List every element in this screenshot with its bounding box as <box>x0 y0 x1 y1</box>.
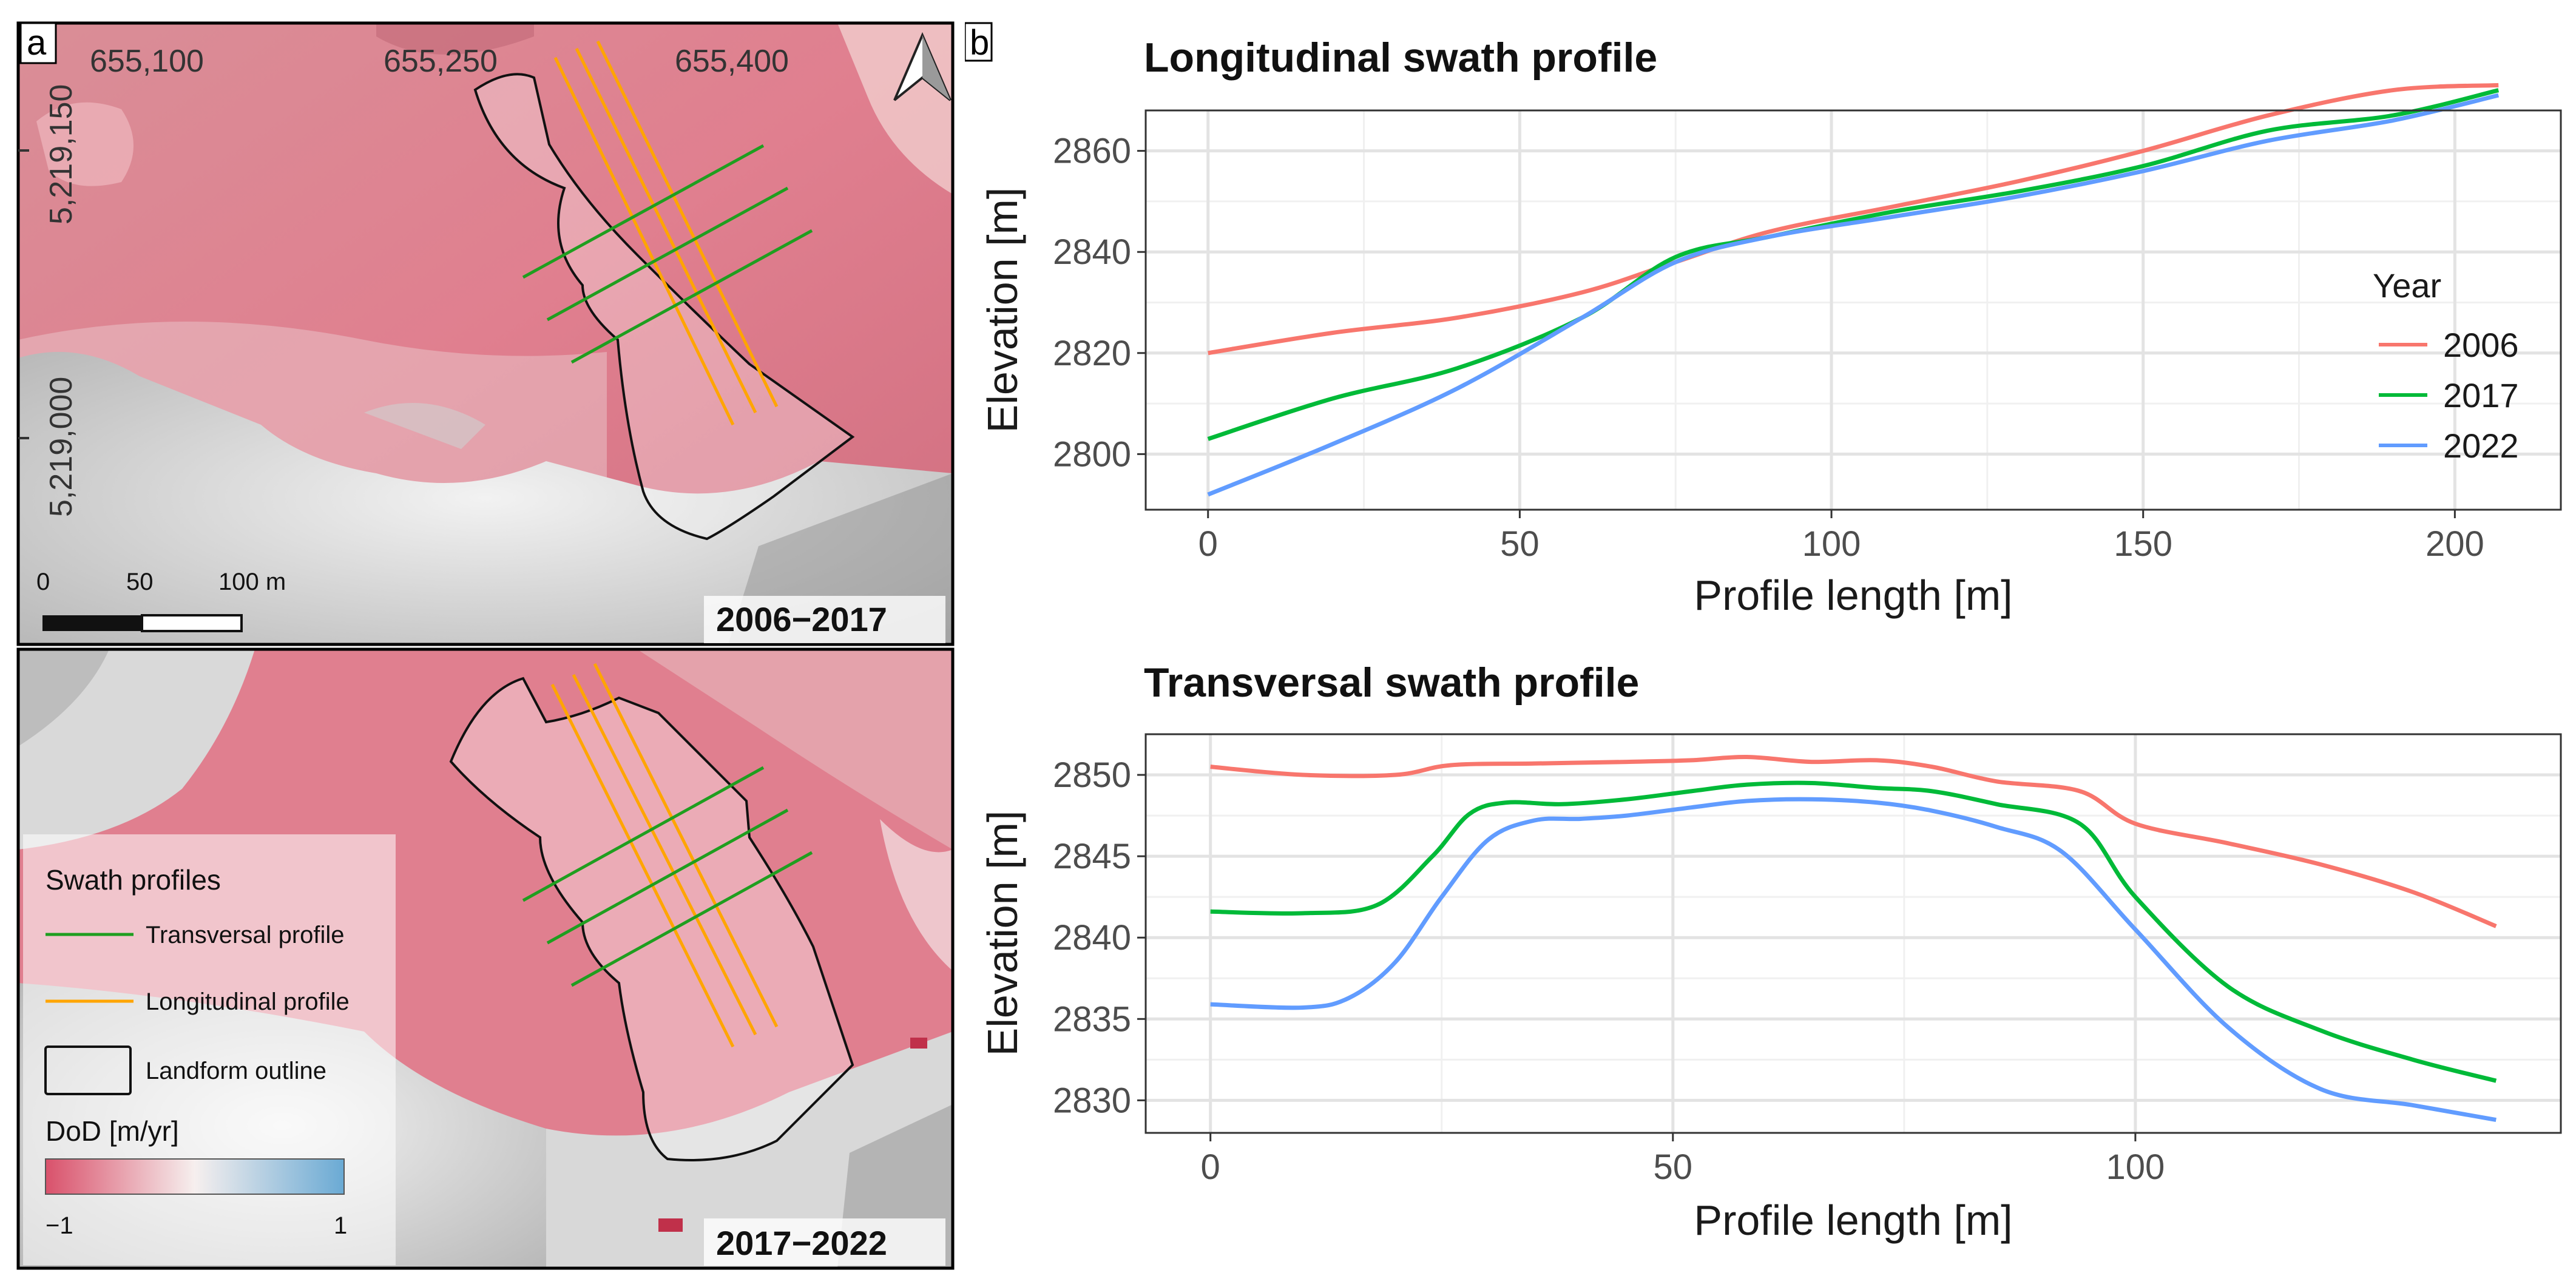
chart1-x-tick-label: 0 <box>1198 524 1218 564</box>
scale-label-100m: 100 m <box>218 569 286 595</box>
transversal-profiles-bottom <box>522 766 813 987</box>
panel-letter-b: b <box>970 23 989 62</box>
period-label-top: 2006−2017 <box>716 600 887 638</box>
legend-2017: 2017 <box>2443 376 2519 414</box>
chart1-series <box>1207 83 2500 497</box>
chart2-y-tick-label: 2850 <box>1053 755 1131 795</box>
chart1-y-tick-label: 2800 <box>1053 434 1131 474</box>
x-coord-655100: 655,100 <box>90 44 204 79</box>
legend-title-swath: Swath profiles <box>46 864 221 896</box>
longitudinal-profiles-top <box>553 40 779 426</box>
chart2-xlabel: Profile length [m] <box>1694 1197 2012 1244</box>
chart1-ticks: 0 50 100 150 200 2800 2820 2840 2860 <box>1053 132 2484 564</box>
chart1-series-2017 <box>1207 88 2500 441</box>
chart1-x-tick-label: 50 <box>1500 524 1540 564</box>
landform-outline-bottom <box>449 677 854 1161</box>
chart2-title: Transversal swath profile <box>1144 660 1639 706</box>
legend-year-title: Year <box>2373 266 2441 305</box>
chart1-y-tick-label: 2840 <box>1053 232 1131 272</box>
chart1-series-2022 <box>1207 93 2500 497</box>
landform-outline-top <box>473 73 855 541</box>
map-panel: a 655,100 655,250 655,400 5,219,150 5,21… <box>16 21 955 1270</box>
chart-panel: b Longitudinal swath profile 0 50 100 150 20… <box>965 22 2562 1244</box>
chart2-series-2017 <box>1210 780 2497 1083</box>
y-coord-5219000: 5,219,000 <box>44 377 79 517</box>
chart2-y-tick-label: 2840 <box>1053 918 1131 958</box>
chart2-y-tick-label: 2835 <box>1053 999 1131 1039</box>
x-coord-655250: 655,250 <box>384 44 498 79</box>
chart2-plot-frame <box>1144 733 2562 1134</box>
scale-bar <box>42 614 243 632</box>
year-legend: Year 2006 2017 2022 <box>2373 266 2519 465</box>
legend-2022: 2022 <box>2443 427 2519 465</box>
chart2-y-tick-label: 2845 <box>1053 837 1131 876</box>
chart1-x-tick-label: 200 <box>2426 524 2484 564</box>
chart2-series-2006 <box>1210 755 2497 928</box>
chart2-x-tick-label: 50 <box>1654 1147 1693 1187</box>
legend-dod-title: DoD [m/yr] <box>46 1115 179 1147</box>
chart1-y-tick-label: 2860 <box>1053 132 1131 171</box>
scale-label-50: 50 <box>126 569 154 595</box>
y-coord-5219150: 5,219,150 <box>44 84 79 225</box>
period-label-bottom: 2017−2022 <box>716 1224 887 1262</box>
chart1-title: Longitudinal swath profile <box>1144 35 1657 81</box>
north-arrow-icon <box>893 32 952 101</box>
panel-letter-a: a <box>27 23 47 62</box>
chart1-x-tick-label: 150 <box>2114 524 2172 564</box>
legend-outline: Landform outline <box>146 1058 326 1084</box>
chart1-plot-frame <box>1144 109 2562 511</box>
chart2-ticks: 0 50 100 2830 2835 2840 2845 2850 <box>1053 755 2165 1187</box>
scale-label-0: 0 <box>36 569 50 595</box>
chart1-series-2006 <box>1208 83 2499 356</box>
x-coord-655400: 655,400 <box>675 44 789 79</box>
map-legend: Swath profiles Transversal profile Longi… <box>23 834 396 1265</box>
legend-2006: 2006 <box>2443 326 2519 364</box>
chart2-ylabel: Elevation [m] <box>979 811 1026 1056</box>
chart1-ylabel: Elevation [m] <box>979 187 1026 433</box>
dod-min: −1 <box>46 1212 73 1239</box>
dod-colorbar <box>45 1158 345 1195</box>
map-top <box>18 23 953 644</box>
legend-transversal: Transversal profile <box>146 922 345 948</box>
chart2-x-tick-label: 0 <box>1201 1147 1220 1187</box>
transversal-profiles-top <box>522 144 813 364</box>
chart1-xlabel: Profile length [m] <box>1694 572 2012 619</box>
longitudinal-profiles-bottom <box>550 663 779 1048</box>
chart1-y-tick-label: 2820 <box>1053 334 1131 373</box>
chart2-x-tick-label: 100 <box>2106 1147 2165 1187</box>
chart2-y-tick-label: 2830 <box>1053 1081 1131 1120</box>
chart1-grid <box>1146 110 2561 510</box>
legend-longitudinal: Longitudinal profile <box>146 988 350 1015</box>
chart1-x-tick-label: 100 <box>1802 524 1861 564</box>
dod-max: 1 <box>334 1212 347 1239</box>
chart2-grid <box>1146 734 2561 1133</box>
chart2-series-2022 <box>1210 797 2497 1122</box>
chart2-series <box>1210 755 2497 1122</box>
